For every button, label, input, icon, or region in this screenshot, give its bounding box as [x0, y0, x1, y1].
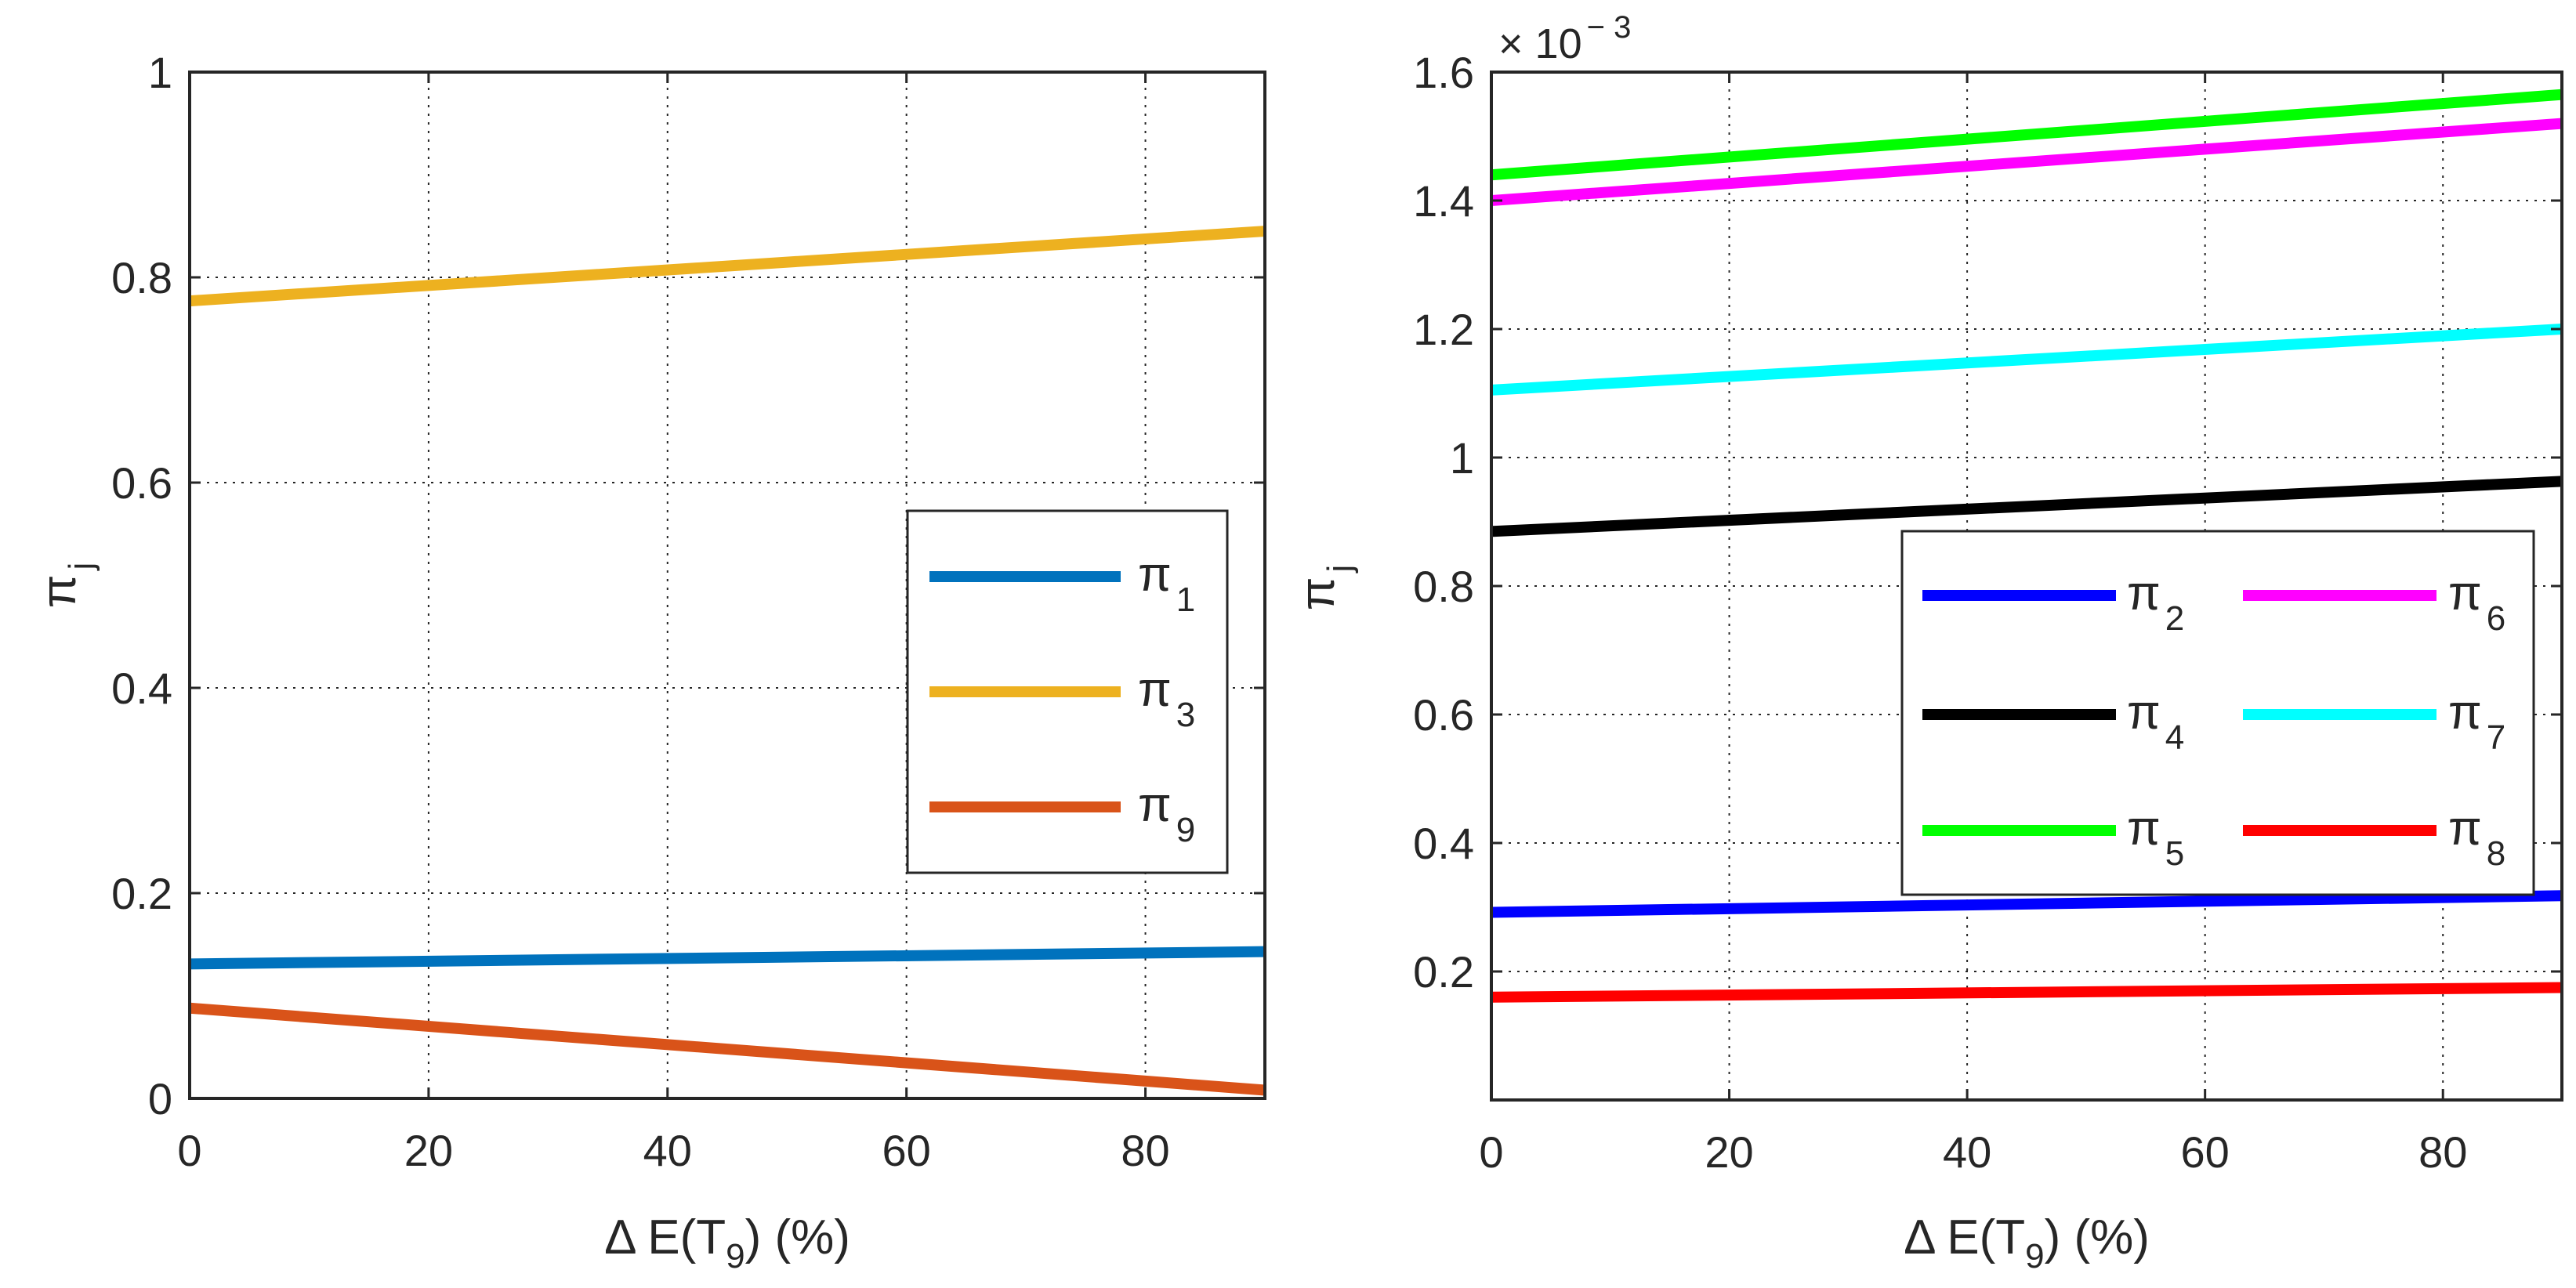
- left-series-line-π1: [189, 946, 1266, 970]
- right-series-line-π6: [1491, 118, 2563, 206]
- left-panel: 0 20 40 60 80 0 0.2 0.4 0.6 0.8 1 πj Δ E(T9) (%) π…: [32, 48, 1266, 1275]
- right-y-tick-label: 1.6: [1413, 48, 1474, 97]
- left-x-tick-label: 20: [404, 1126, 453, 1175]
- right-panel: 0 20 40 60 800.20.40.60.811.21.41.6 × 10− 3 …: [1291, 10, 2563, 1275]
- left-x-tick-label: 40: [643, 1126, 692, 1175]
- left-x-tick-label: 60: [882, 1126, 931, 1175]
- left-y-tick-label: 0.6: [111, 458, 172, 508]
- left-legend: π 1 π 3 π 9: [906, 509, 1229, 874]
- right-y-tick-label: 0.6: [1413, 690, 1474, 740]
- right-series-line-π7: [1491, 324, 2563, 396]
- right-x-tick-label: 40: [1943, 1127, 1991, 1177]
- right-y-tick-label: 0.8: [1413, 562, 1474, 611]
- left-y-tick-label: 1: [148, 48, 172, 97]
- right-series-line-π5: [1491, 89, 2563, 181]
- left-ticks: 0 20 40 60 80 0 0.2 0.4 0.6 0.8 1: [111, 48, 1265, 1175]
- right-x-tick-label: 60: [2181, 1127, 2230, 1177]
- left-series-line-π3: [189, 226, 1266, 307]
- left-y-tick-label: 0.8: [111, 253, 172, 302]
- left-x-axis-title: Δ E(T9) (%): [604, 1210, 850, 1275]
- right-y-tick-label: 1.2: [1413, 305, 1474, 354]
- left-x-tick-label: 80: [1121, 1126, 1169, 1175]
- right-x-tick-label: 20: [1705, 1127, 1753, 1177]
- right-series-line-π4: [1491, 476, 2563, 537]
- right-legend: π 2 π 6 π 4 π 7 π 5 π 8: [1900, 530, 2535, 896]
- right-ticks: 0 20 40 60 80 0.2 0.4 0.6 0.8 1 1.2 1.4 1.6: [1413, 48, 2562, 1177]
- right-x-axis-title: Δ E(T9) (%): [1904, 1210, 2150, 1275]
- left-series-line-π9: [189, 1002, 1266, 1096]
- right-series-line-π2: [1491, 890, 2563, 918]
- right-y-tick-label: 1: [1450, 433, 1474, 483]
- right-y-tick-label: 0.2: [1413, 947, 1474, 997]
- right-series-line-π8: [1491, 982, 2563, 1003]
- left-y-tick-label: 0: [148, 1074, 172, 1123]
- right-series-lines: [1491, 89, 2563, 1003]
- left-series-lines: [189, 226, 1266, 1096]
- right-axis-multiplier: × 10− 3: [1498, 10, 1631, 67]
- left-y-tick-label: 0.2: [111, 869, 172, 918]
- right-y-tick-label: 1.4: [1413, 176, 1474, 226]
- right-x-tick-label: 80: [2418, 1127, 2467, 1177]
- right-y-tick-label: 0.4: [1413, 819, 1474, 868]
- left-axes-box: [188, 71, 1266, 1100]
- right-x-tick-label: 0: [1479, 1127, 1503, 1177]
- left-x-tick-label: 0: [177, 1126, 201, 1175]
- left-y-tick-label: 0.4: [111, 664, 172, 713]
- left-y-axis-title: πj: [32, 563, 100, 609]
- right-y-axis-title: πj: [1291, 565, 1359, 611]
